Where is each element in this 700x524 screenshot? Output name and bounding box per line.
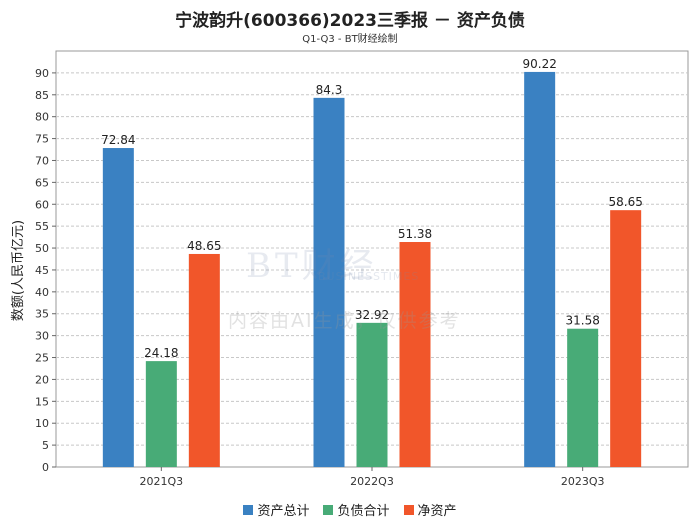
bar — [102, 148, 134, 467]
y-tick-label: 85 — [35, 89, 49, 102]
legend-swatch — [323, 504, 334, 515]
bar — [356, 322, 388, 467]
y-tick-label: 60 — [35, 198, 49, 211]
y-tick-label: 80 — [35, 111, 49, 124]
bar — [567, 328, 599, 467]
y-tick-label: 35 — [35, 308, 49, 321]
y-tick-label: 15 — [35, 395, 49, 408]
y-tick-label: 75 — [35, 133, 49, 146]
y-tick-label: 55 — [35, 220, 49, 233]
x-tick-label: 2023Q3 — [561, 475, 605, 488]
y-tick-label: 0 — [42, 461, 49, 474]
data-label: 84.3 — [316, 83, 343, 97]
legend-item: 净资产 — [403, 500, 457, 519]
y-tick-label: 25 — [35, 352, 49, 365]
y-tick-label: 70 — [35, 154, 49, 167]
legend-label: 净资产 — [417, 504, 457, 519]
chart-legend: 资产总计 负债合计 净资产 — [0, 500, 700, 519]
data-label: 32.92 — [355, 308, 389, 322]
y-tick-label: 65 — [35, 176, 49, 189]
data-label: 24.18 — [144, 346, 178, 360]
chart-title: 宁波韵升(600366)2023三季报 － 资产负债 — [175, 11, 525, 31]
bar — [188, 253, 220, 467]
x-tick-label: 2021Q3 — [140, 475, 184, 488]
data-label: 31.58 — [565, 314, 599, 328]
legend-swatch — [403, 504, 414, 515]
x-tick-label: 2022Q3 — [350, 475, 394, 488]
bar — [610, 210, 642, 467]
data-label: 90.22 — [522, 57, 556, 71]
y-tick-label: 20 — [35, 373, 49, 386]
legend-swatch — [243, 504, 254, 515]
data-label: 48.65 — [187, 239, 221, 253]
legend-item: 负债合计 — [323, 500, 390, 519]
y-tick-label: 30 — [35, 330, 49, 343]
y-tick-label: 10 — [35, 417, 49, 430]
bar — [524, 71, 556, 467]
y-tick-label: 40 — [35, 286, 49, 299]
legend-label: 负债合计 — [337, 504, 390, 519]
bar-chart: 0 5 10 15 20 25 30 35 40 45 50 55 60 65 70 75 80 85 90 72.8… — [35, 50, 689, 488]
y-tick-label: 90 — [35, 67, 49, 80]
y-tick-label: 5 — [42, 439, 49, 452]
legend-item: 资产总计 — [243, 500, 309, 519]
legend-label: 资产总计 — [257, 504, 310, 519]
data-label: 51.38 — [398, 227, 432, 241]
data-label: 72.84 — [101, 133, 135, 147]
chart-subtitle: Q1-Q3 - BT财经绘制 — [302, 34, 398, 45]
bar — [399, 242, 431, 467]
bar — [145, 361, 177, 467]
bar — [313, 97, 345, 467]
data-label: 58.65 — [608, 195, 642, 209]
y-tick-label: 45 — [35, 264, 49, 277]
y-tick-label: 50 — [35, 242, 49, 255]
